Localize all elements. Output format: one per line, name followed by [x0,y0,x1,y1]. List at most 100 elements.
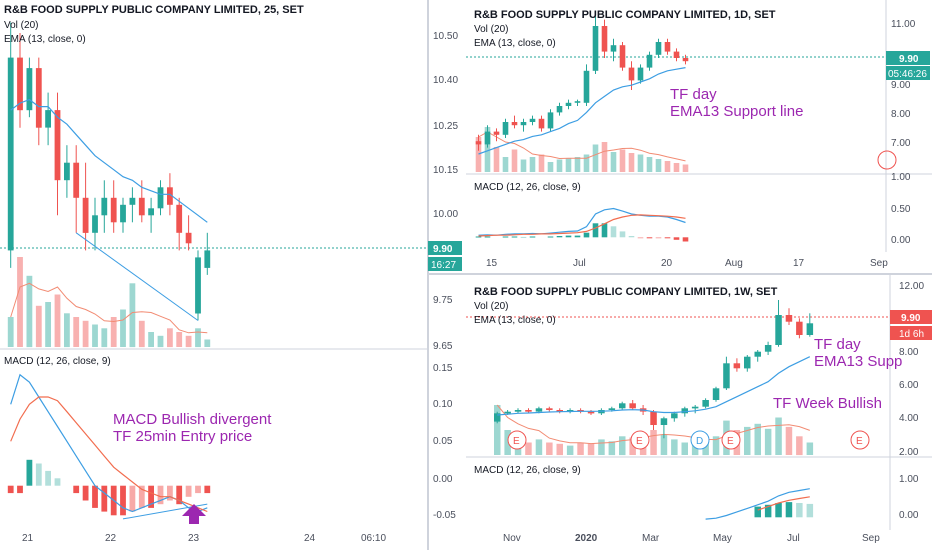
p25-annotation-macd: MACD Bullish divergent [113,411,272,428]
volume-bar [646,157,653,172]
p25-x-tick: 24 [304,533,316,544]
macd-histogram-bar [655,237,662,239]
volume-bar [608,441,616,456]
candle-down [17,57,23,111]
candle-up [529,118,536,122]
candle-down [110,197,117,223]
macd-histogram-bar [583,232,590,238]
svg-text:E: E [513,436,520,447]
candle-up [547,112,554,129]
candle-up [204,250,211,268]
volume-bar [775,417,782,455]
p25-title: R&B FOOD SUPPLY PUBLIC COMPANY LIMITED, … [4,4,304,16]
volume-ma-line [10,282,208,334]
svg-text:E: E [636,436,643,447]
candle-up [691,406,699,409]
macd-histogram-bar [646,237,653,239]
volume-bar [92,324,98,347]
macd-histogram-bar [574,235,581,238]
candle-down [587,411,595,414]
p25-x-tick: 21 [22,533,34,544]
p25-macd-tick: 0.05 [433,436,453,447]
p25-countdown-text: 16:27 [431,260,456,271]
pweek-price-tick: 6.00 [899,380,919,391]
volume-bar [82,320,89,348]
volume-bar [110,317,117,347]
signal-line [757,496,810,511]
pweek-event-marker: E [507,430,527,450]
macd-histogram-bar [138,485,145,508]
p25-x-tick: 23 [188,533,200,544]
candle-up [806,323,814,335]
pday-price-tick: 8.00 [891,109,911,120]
volume-bar [660,435,668,455]
volume-bar [673,163,680,172]
volume-bar [744,426,751,455]
volume-bar [598,439,605,455]
macd-histogram-bar [628,236,635,238]
candle-up [646,54,653,68]
candle-up [610,45,617,52]
candle-up [681,408,688,414]
ema13-line [10,98,208,223]
volume-bar [129,283,136,348]
volume-bar [475,137,482,172]
macd-histogram-bar [195,485,201,494]
candle-down [176,204,183,233]
volume-bar [601,142,608,172]
macd-histogram-bar [167,485,173,501]
candle-down [682,58,689,62]
svg-text:D: D [696,436,703,447]
signal-line [10,396,208,513]
p25-macd-tick: 0.00 [433,474,453,485]
macd-histogram-bar [7,485,14,494]
candle-up [619,403,626,409]
volume-bar [504,430,511,455]
pday-price-tick: 11.00 [891,19,916,30]
pday-macd-tick: 0.50 [891,204,911,215]
pday-price-tick: 9.00 [891,80,911,91]
candle-down [82,197,89,233]
candle-up [195,257,201,314]
macd-histogram-bar [120,485,126,516]
candle-down [185,232,192,244]
chart-weekly [466,300,890,520]
candle-up [583,70,590,103]
p25-macd-tick: -0.05 [433,510,456,521]
pweek-event-marker: E [630,430,650,450]
candle-down [556,410,563,412]
macd-histogram-bar [556,236,563,238]
pweek-macd-tick: 1.00 [899,474,919,485]
volume-bar [610,152,617,172]
volume-bar [664,161,671,172]
macd-histogram-bar [101,485,108,512]
ema13-line [497,356,811,416]
volume-bar [195,328,201,348]
p25-x-tick: 22 [105,533,117,544]
volume-bar [565,158,572,172]
volume-bar [17,257,23,347]
macd-histogram-bar [484,236,491,238]
candle-up [45,110,51,128]
volume-bar [176,332,183,347]
pday-title: R&B FOOD SUPPLY PUBLIC COMPANY LIMITED, … [474,9,776,21]
pweek-last-price-text: 9.90 [901,313,921,324]
pweek-x-tick: May [713,533,732,544]
volume-bar [628,153,635,172]
pday-countdown-tag [886,66,930,80]
pday-x-tick: Jul [573,258,586,269]
volume-bar [650,430,657,455]
pweek-macd-label: MACD (12, 26, close, 9) [474,465,581,476]
volume-bar [754,423,761,456]
candle-up [148,208,154,216]
macd-histogram-bar [176,485,183,505]
macd-histogram-bar [157,485,164,505]
volume-bar [547,162,554,172]
volume-bar [546,442,553,455]
macd-histogram-bar [82,485,89,501]
volume-bar [556,443,563,456]
macd-histogram-bar [673,237,680,240]
candle-up [723,363,730,389]
volume-bar [204,339,211,347]
candle-up [775,315,782,345]
